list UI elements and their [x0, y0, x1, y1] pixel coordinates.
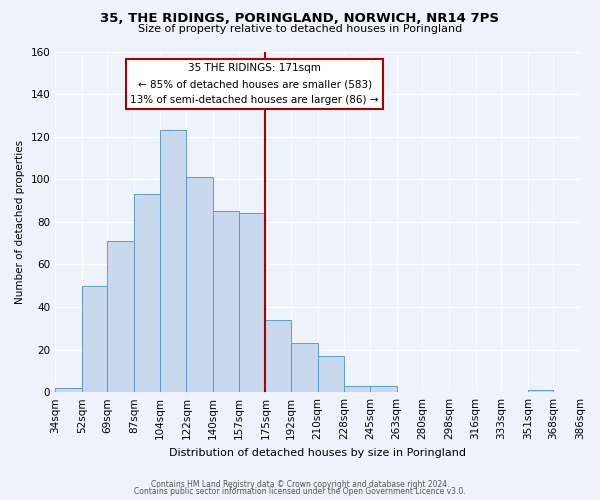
Bar	[265, 320, 291, 392]
Bar	[344, 386, 370, 392]
Bar	[107, 241, 134, 392]
X-axis label: Distribution of detached houses by size in Poringland: Distribution of detached houses by size …	[169, 448, 466, 458]
Y-axis label: Number of detached properties: Number of detached properties	[15, 140, 25, 304]
Text: 35 THE RIDINGS: 171sqm
← 85% of detached houses are smaller (583)
13% of semi-de: 35 THE RIDINGS: 171sqm ← 85% of detached…	[130, 64, 379, 104]
Bar	[291, 343, 317, 392]
Bar	[134, 194, 160, 392]
Bar	[187, 177, 213, 392]
Text: Size of property relative to detached houses in Poringland: Size of property relative to detached ho…	[138, 24, 462, 34]
Text: Contains public sector information licensed under the Open Government Licence v3: Contains public sector information licen…	[134, 488, 466, 496]
Bar	[55, 388, 82, 392]
Bar	[370, 386, 397, 392]
Bar	[528, 390, 553, 392]
Text: 35, THE RIDINGS, PORINGLAND, NORWICH, NR14 7PS: 35, THE RIDINGS, PORINGLAND, NORWICH, NR…	[101, 12, 499, 26]
Bar	[213, 211, 239, 392]
Bar	[239, 214, 265, 392]
Text: Contains HM Land Registry data © Crown copyright and database right 2024.: Contains HM Land Registry data © Crown c…	[151, 480, 449, 489]
Bar	[317, 356, 344, 392]
Bar	[82, 286, 107, 392]
Bar	[160, 130, 187, 392]
